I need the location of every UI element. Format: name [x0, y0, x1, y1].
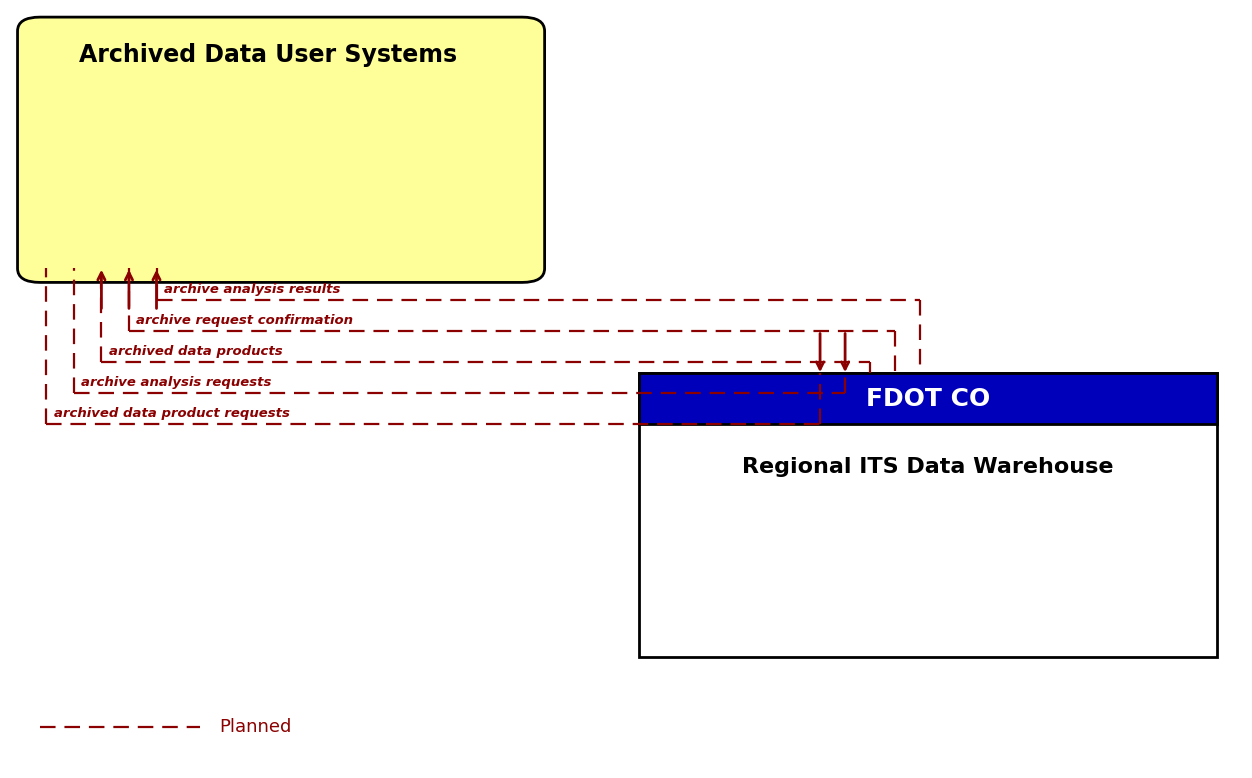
Text: archived data product requests: archived data product requests	[54, 407, 289, 420]
Text: archive request confirmation: archive request confirmation	[136, 314, 353, 327]
Text: Regional ITS Data Warehouse: Regional ITS Data Warehouse	[742, 457, 1113, 477]
Text: archive analysis results: archive analysis results	[164, 282, 341, 296]
FancyBboxPatch shape	[18, 17, 545, 282]
Text: Planned: Planned	[219, 718, 292, 737]
Text: archived data products: archived data products	[109, 345, 283, 358]
Bar	[639, 373, 1217, 424]
Text: FDOT CO: FDOT CO	[865, 387, 990, 411]
Bar	[639, 373, 1217, 657]
Text: Archived Data User Systems: Archived Data User Systems	[79, 43, 457, 67]
Text: archive analysis requests: archive analysis requests	[81, 376, 272, 389]
